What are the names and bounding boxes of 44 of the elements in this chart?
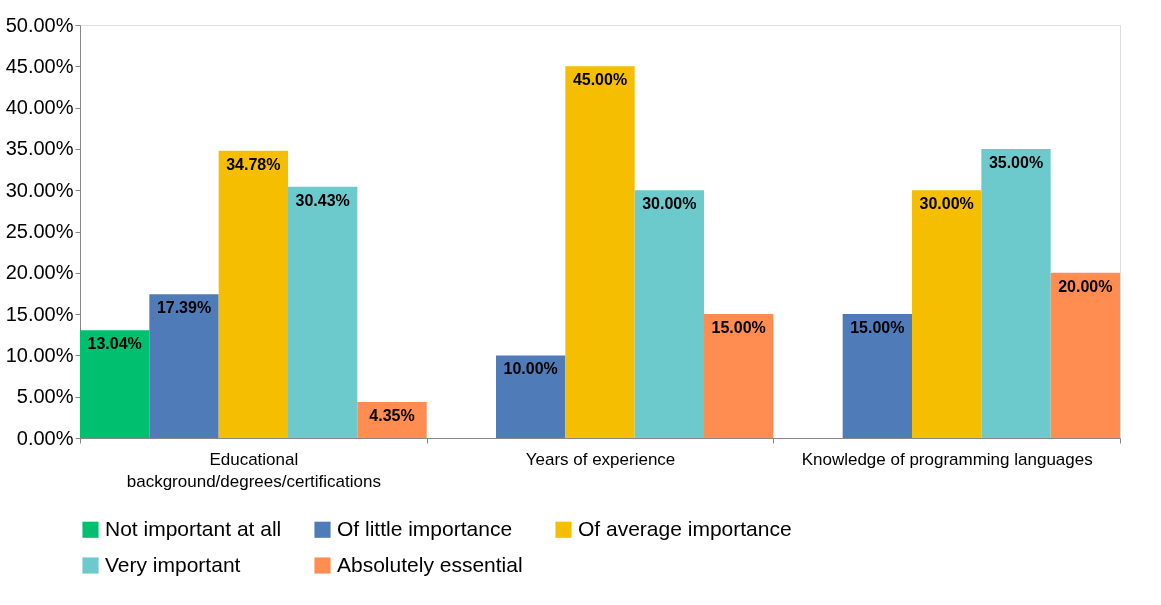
data-label: 10.00% xyxy=(503,360,558,378)
legend-label: Absolutely essential xyxy=(337,552,523,576)
data-label: 20.00% xyxy=(1058,277,1113,295)
x-tick-label: Educational background/degrees/certifications xyxy=(126,449,381,491)
y-tick-label: 45.00% xyxy=(5,54,74,77)
data-label: 35.00% xyxy=(988,153,1044,171)
legend-label: Very important xyxy=(105,552,241,576)
bar xyxy=(634,190,704,438)
data-label: 45.00% xyxy=(572,71,628,89)
y-tick-label: 20.00% xyxy=(5,261,74,284)
data-label: 30.43% xyxy=(295,191,350,209)
data-label: 30.00% xyxy=(642,195,697,213)
y-tick-label: 35.00% xyxy=(5,137,74,160)
bar xyxy=(565,66,635,438)
data-label: 30.00% xyxy=(919,195,974,213)
bar xyxy=(149,294,219,438)
bar xyxy=(218,150,288,438)
y-tick-label: 25.00% xyxy=(5,220,74,242)
bar xyxy=(842,314,912,438)
legend-label: Not important at all xyxy=(105,516,282,540)
bar xyxy=(496,355,566,438)
y-tick-label: 40.00% xyxy=(5,96,74,119)
bar xyxy=(1050,272,1120,438)
y-tick-label: 30.00% xyxy=(5,178,74,201)
y-tick-label: 50.00% xyxy=(5,13,74,36)
data-label: 13.04% xyxy=(87,335,142,353)
y-tick-label: 5.00% xyxy=(16,385,74,408)
data-label: 15.00% xyxy=(850,319,905,337)
data-label: 15.00% xyxy=(711,319,766,337)
x-tick-label: Years of experience xyxy=(525,449,676,469)
bar xyxy=(288,186,358,438)
data-label: 34.78% xyxy=(226,155,281,173)
data-label: 17.39% xyxy=(156,299,212,317)
y-tick-label: 0.00% xyxy=(16,426,74,449)
y-tick-label: 15.00% xyxy=(5,302,74,325)
y-tick-label: 10.00% xyxy=(5,343,74,366)
legend-label: Of little importance xyxy=(337,516,513,540)
bar xyxy=(80,330,150,438)
bar xyxy=(704,314,774,438)
bar xyxy=(912,190,982,438)
data-label: 4.35% xyxy=(369,407,415,425)
legend-label: Of average importance xyxy=(578,516,792,540)
bar xyxy=(981,148,1051,438)
x-tick-label: Knowledge of programming languages xyxy=(801,449,1093,469)
